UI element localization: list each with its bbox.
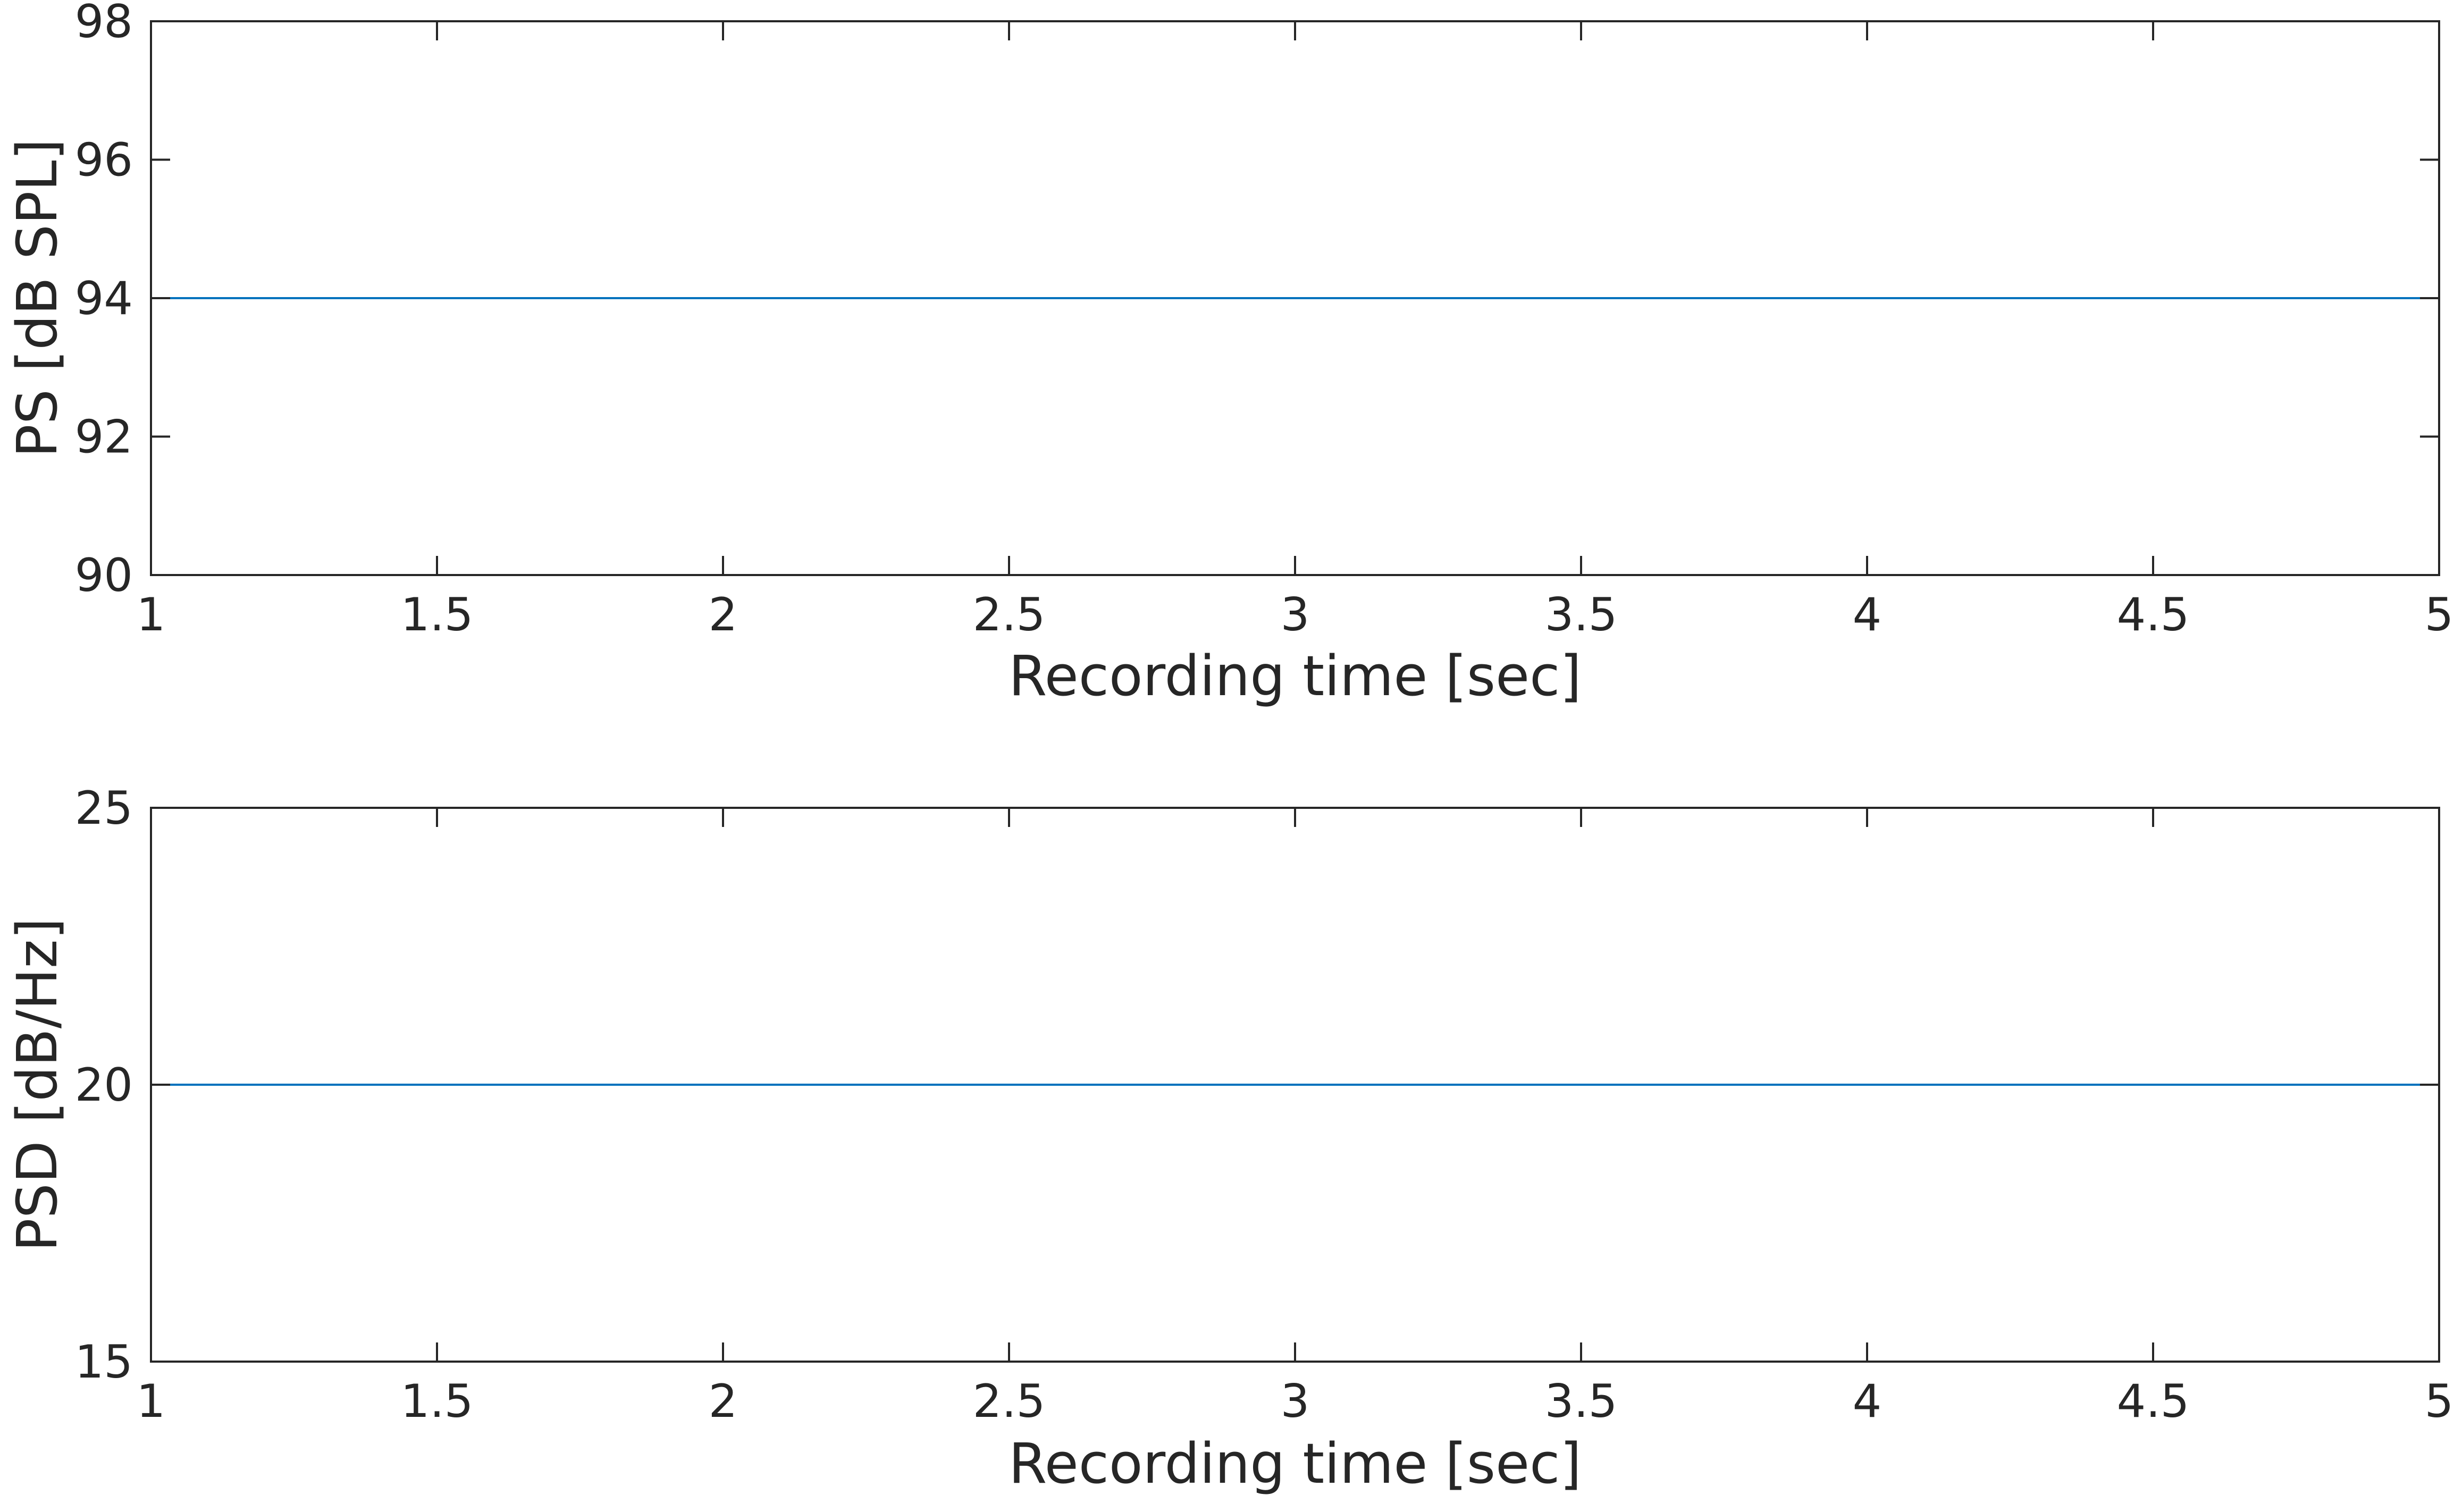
psd-plot: 1 1.5 2 2.5 3 3.5 4 4.5 5 15 20 25 Recording time [s… [5,782,2453,1496]
x-tick-label: 5 [2425,588,2454,641]
x-tick-label: 3 [1281,588,1310,641]
y-tick-label: 96 [75,134,133,187]
x-tick-label: 5 [2425,1375,2454,1428]
ps-plot: 1 1.5 2 2.5 3 3.5 4 4.5 5 90 92 94 96 98 Recording tim… [5,0,2453,708]
x-tick-label: 2.5 [973,1375,1046,1428]
x-tick-label: 4 [1853,588,1882,641]
y-tick-label: 15 [75,1336,133,1389]
x-tick-label: 4.5 [2117,1375,2190,1428]
x-tick-label: 4 [1853,1375,1882,1428]
x-tick-label: 1 [137,588,166,641]
y-tick-label: 20 [75,1059,133,1112]
x-axis-label: Recording time [sec] [1009,1431,1582,1496]
x-tick-label: 2 [709,588,738,641]
y-axis-label: PSD [dB/Hz] [5,918,70,1252]
x-tick-label: 1 [137,1375,166,1428]
y-tick-label: 90 [75,549,133,602]
x-tick-label: 3.5 [1545,1375,1618,1428]
x-tick-label: 4.5 [2117,588,2190,641]
x-tick-label: 3.5 [1545,588,1618,641]
y-tick-label: 25 [75,782,133,835]
y-axis-label: PS [dB SPL] [5,139,70,458]
y-tick-label: 94 [75,272,133,325]
x-tick-label: 3 [1281,1375,1310,1428]
x-tick-label: 1.5 [401,588,474,641]
y-tick-label: 98 [75,0,133,48]
y-tick-label: 92 [75,411,133,464]
x-axis-label: Recording time [sec] [1009,644,1582,708]
x-tick-label: 2 [709,1375,738,1428]
x-tick-label: 1.5 [401,1375,474,1428]
x-tick-label: 2.5 [973,588,1046,641]
